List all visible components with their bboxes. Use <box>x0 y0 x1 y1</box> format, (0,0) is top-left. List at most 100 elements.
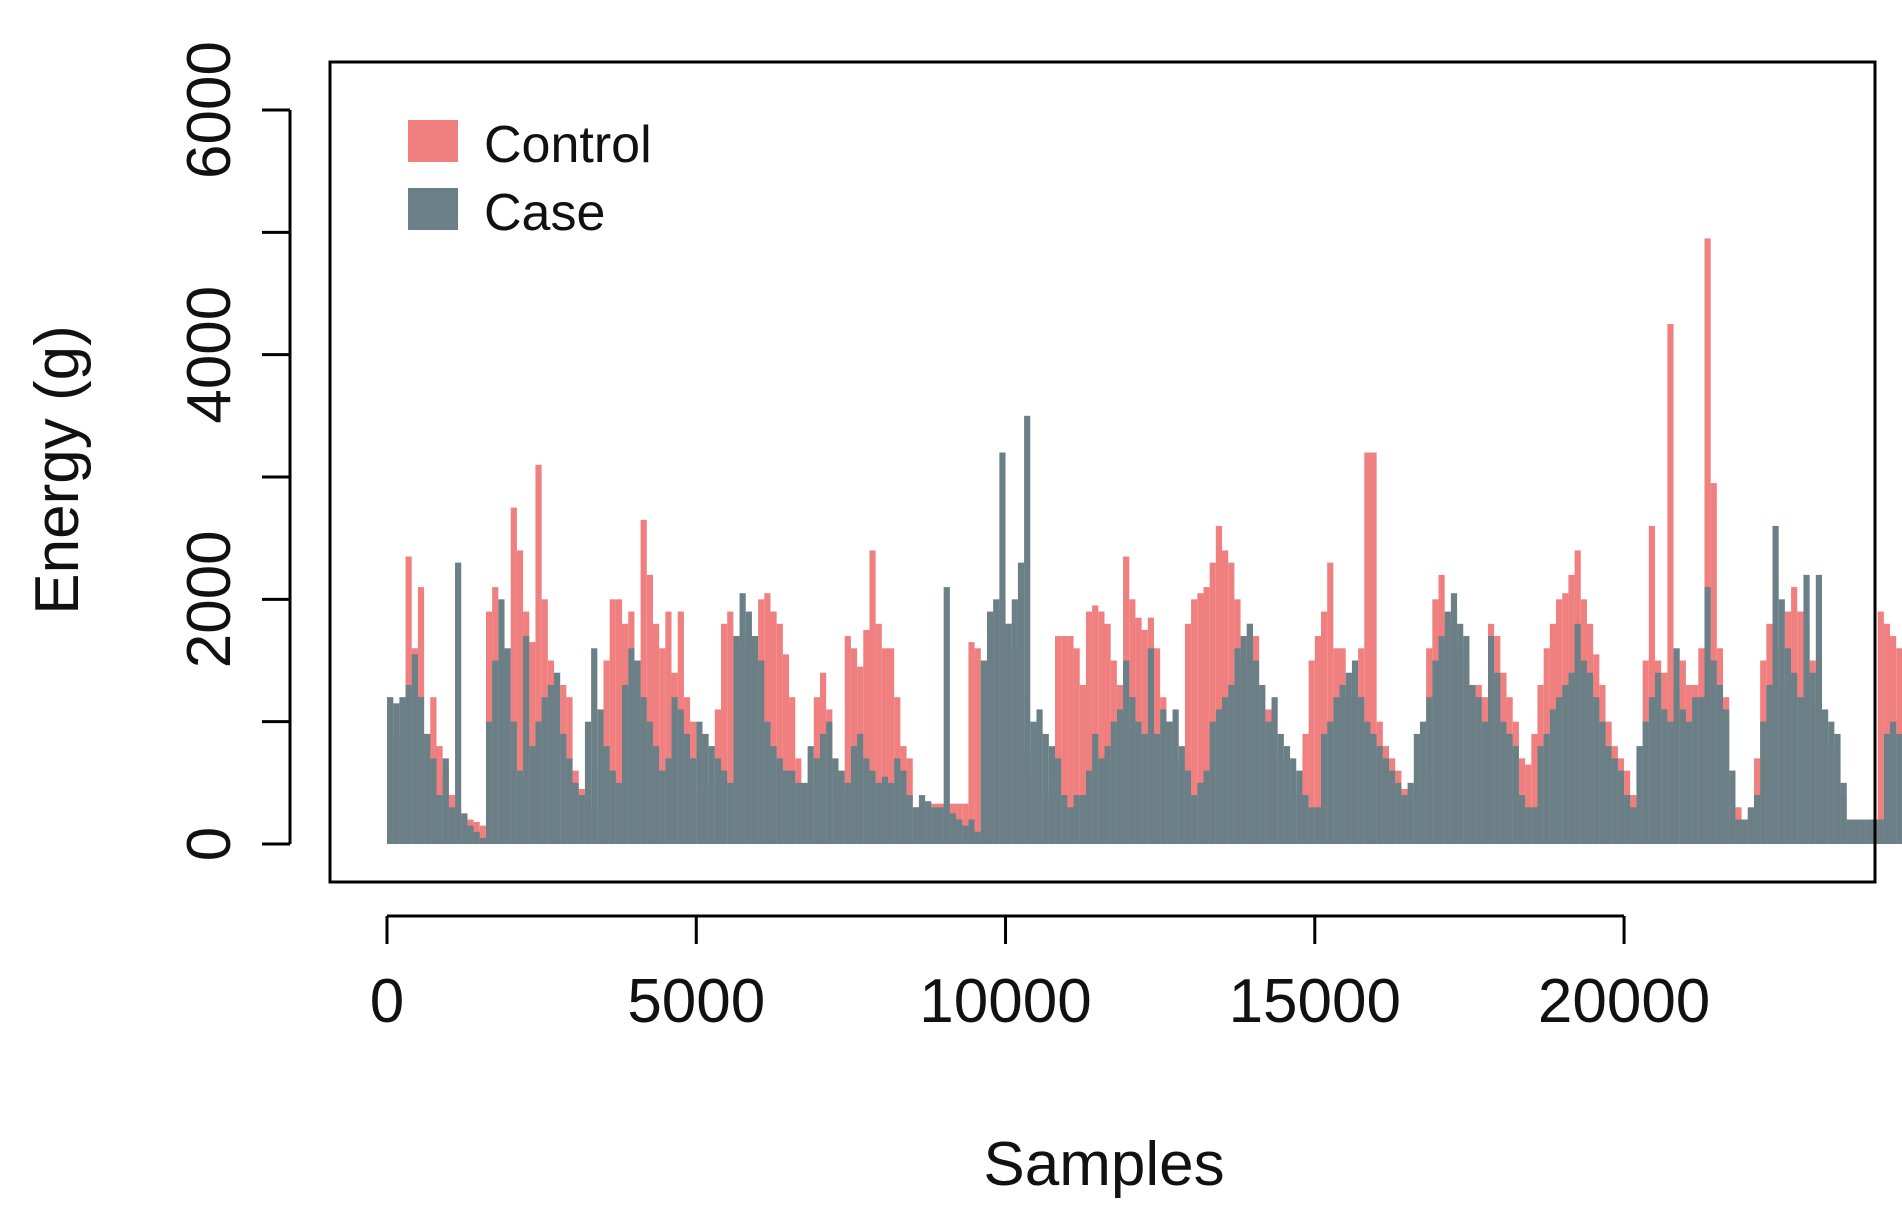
case-bar <box>1500 721 1507 844</box>
control-bar <box>974 648 981 844</box>
case-bar <box>566 758 573 844</box>
case-bar <box>1630 807 1637 844</box>
case-bar <box>764 721 771 844</box>
case-bar <box>628 648 635 844</box>
case-bar <box>1846 819 1853 844</box>
case-bar <box>1092 733 1099 844</box>
case-bar <box>1667 721 1674 844</box>
control-bar <box>1085 611 1093 844</box>
case-bar <box>1568 672 1575 844</box>
case-bar <box>634 660 641 844</box>
control-bar <box>609 599 616 844</box>
case-bar <box>962 825 969 844</box>
control-bar <box>510 507 517 844</box>
case-bar <box>993 599 1000 844</box>
case-bar <box>430 758 437 844</box>
case-bar <box>721 770 728 844</box>
control-bar <box>529 642 536 844</box>
case-bar <box>1259 684 1266 844</box>
case-bar <box>1320 733 1328 844</box>
control-bar <box>727 611 734 844</box>
case-bar <box>1648 697 1655 844</box>
case-bar <box>597 709 604 844</box>
case-bar <box>578 795 585 844</box>
case-bar <box>1617 770 1625 844</box>
plot-frame <box>328 60 1877 884</box>
case-bar <box>1426 697 1433 844</box>
control-bar <box>652 623 660 844</box>
case-bar <box>832 758 839 844</box>
control-bar <box>1308 660 1315 844</box>
control-bar <box>1061 636 1068 844</box>
case-bar <box>875 782 882 844</box>
case-bar <box>479 837 486 844</box>
case-bar <box>1444 611 1451 844</box>
case-bar <box>1525 807 1532 844</box>
control-bar <box>844 636 851 844</box>
case-bar <box>937 807 944 844</box>
case-bar <box>1624 795 1631 844</box>
case-bar <box>1030 721 1037 844</box>
case-bar <box>1085 770 1093 844</box>
case-bar <box>1024 415 1031 844</box>
case-bar <box>912 807 919 844</box>
case-bar <box>1308 807 1315 844</box>
legend-label-control: Control <box>484 116 652 174</box>
case-bar <box>1574 623 1581 844</box>
case-bar <box>1055 758 1062 844</box>
case-bar <box>1586 672 1594 844</box>
case-bar <box>1246 623 1253 844</box>
case-bar <box>708 746 715 844</box>
case-bar <box>1815 574 1822 844</box>
case-bar <box>393 703 400 844</box>
control-bar <box>962 803 969 844</box>
case-bar <box>547 684 555 844</box>
control-bar <box>1209 562 1216 844</box>
y-tick-label: 0 <box>175 827 244 861</box>
case-bar <box>751 636 759 844</box>
case-bar <box>1184 770 1192 844</box>
x-axis: 0 5000 10000 15000 20000 <box>370 914 1710 1036</box>
case-bar <box>1797 697 1804 844</box>
case-bar <box>1729 770 1736 844</box>
y-tick-label: 2000 <box>175 530 244 668</box>
case-bar <box>424 733 431 844</box>
case-bar <box>1141 733 1148 844</box>
control-bar <box>875 623 882 844</box>
case-bar <box>665 758 672 844</box>
control-bar <box>1531 733 1538 844</box>
case-bar <box>659 770 666 844</box>
control-bar <box>436 746 443 844</box>
case-bar <box>609 770 616 844</box>
case-bar <box>1599 721 1606 844</box>
case-bar <box>1314 807 1321 844</box>
control-bar <box>1302 733 1309 844</box>
case-bar <box>1766 684 1773 844</box>
case-bar <box>498 599 505 844</box>
series-case <box>387 415 1902 844</box>
case-bar <box>405 684 412 844</box>
case-bar <box>1351 660 1359 844</box>
case-bar <box>1469 684 1476 844</box>
case-bar <box>1042 733 1049 844</box>
case-bar <box>677 709 684 844</box>
case-bar <box>881 776 889 844</box>
case-bar <box>826 721 833 844</box>
case-bar <box>1079 795 1086 844</box>
case-bar <box>1005 623 1012 844</box>
case-bar <box>1877 819 1884 844</box>
case-bar <box>1883 733 1891 844</box>
case-bar <box>758 660 765 844</box>
control-bar <box>764 593 771 844</box>
case-bar <box>1852 819 1860 844</box>
control-bar <box>1104 623 1111 844</box>
legend: Control Case <box>408 116 652 242</box>
case-bar <box>1747 807 1754 844</box>
case-bar <box>1302 795 1309 844</box>
control-bar <box>1877 611 1884 844</box>
y-tick-label: 6000 <box>175 41 244 179</box>
control-bar <box>665 611 672 844</box>
legend-swatch-case <box>408 188 458 230</box>
case-bar <box>925 801 932 844</box>
case-bar <box>1865 819 1872 844</box>
